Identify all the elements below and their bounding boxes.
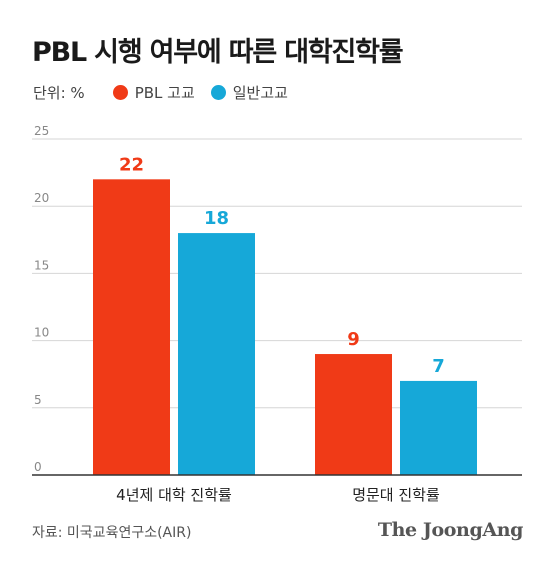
legend-label-general: 일반고교 [232, 84, 288, 102]
chart-legend: 단위: % PBL 고교 일반고교 [33, 82, 304, 103]
data-label: 18 [204, 208, 229, 229]
y-tick-label: 0 [34, 460, 42, 474]
data-label: 9 [347, 329, 360, 350]
y-tick-label: 25 [34, 124, 49, 138]
y-tick-label: 20 [34, 191, 49, 205]
bar [93, 179, 170, 475]
chart-title: PBL 시행 여부에 따른 대학진학률 [32, 37, 404, 68]
x-tick-label: 4년제 대학 진학률 [116, 486, 232, 504]
unit-label: 단위: % [33, 84, 85, 102]
bar [178, 233, 255, 475]
bar [400, 380, 477, 475]
x-tick-label: 명문대 진학률 [352, 486, 440, 504]
y-tick-label: 10 [34, 326, 49, 340]
legend-swatch-general [210, 85, 226, 100]
legend-swatch-pbl [112, 85, 128, 100]
source-note: 자료: 미국교육연구소(AIR) [32, 525, 192, 541]
bar [315, 354, 392, 475]
publisher-logo: The JoongAng [377, 519, 524, 541]
legend-item-general: 일반고교 [210, 82, 288, 103]
legend-label-pbl: PBL 고교 [134, 84, 195, 102]
data-label: 22 [119, 154, 144, 175]
data-label: 7 [432, 356, 445, 377]
legend-item-pbl: PBL 고교 [112, 82, 195, 103]
y-tick-label: 5 [34, 393, 42, 407]
y-tick-label: 15 [34, 258, 49, 272]
